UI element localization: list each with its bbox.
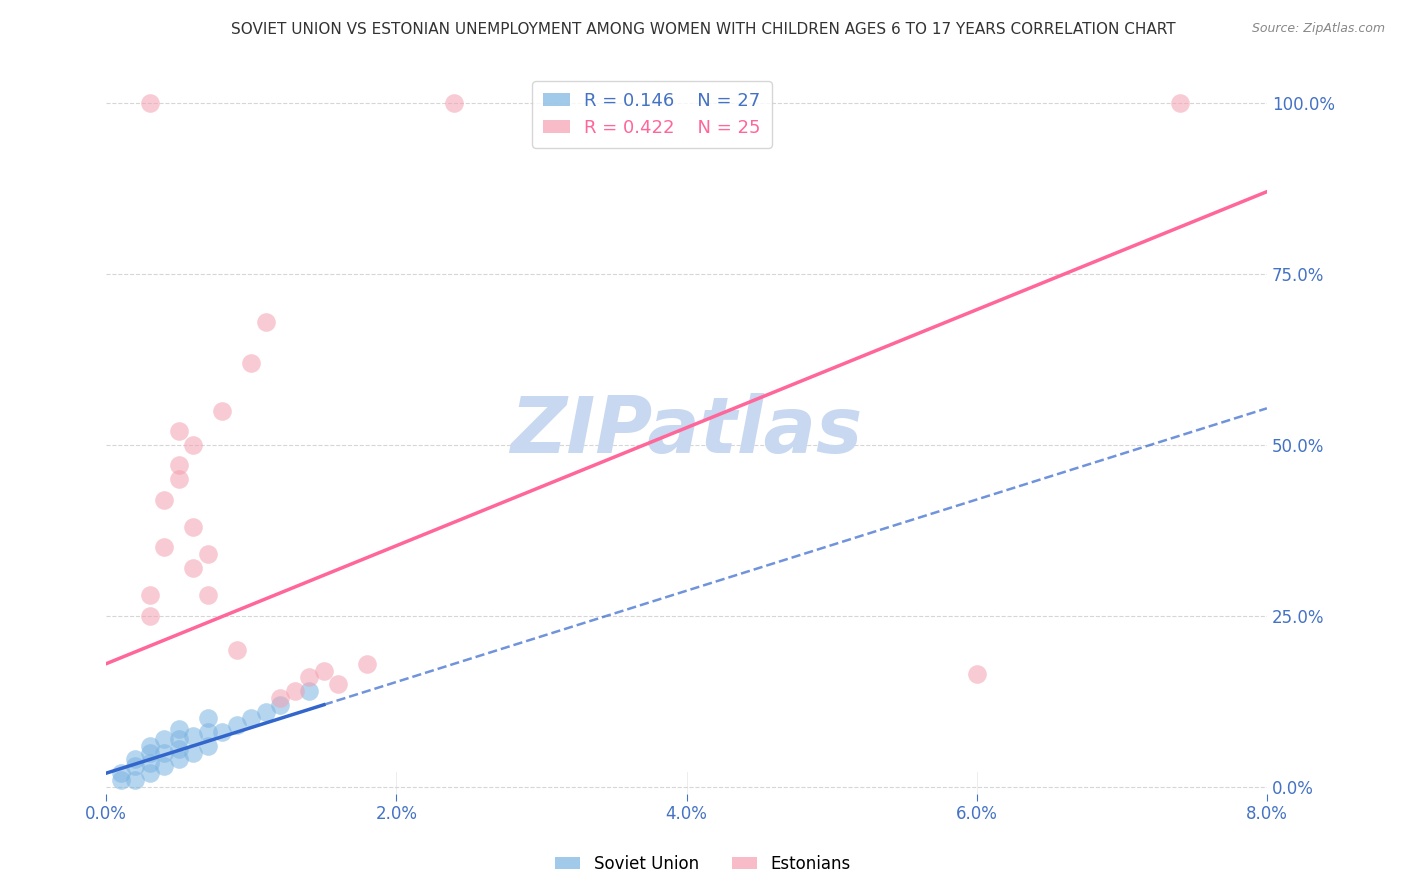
Point bbox=[167, 458, 190, 473]
Point bbox=[356, 657, 378, 671]
Point bbox=[153, 541, 176, 555]
Point bbox=[443, 95, 465, 110]
Point bbox=[167, 722, 190, 736]
Point bbox=[240, 711, 263, 725]
Point bbox=[312, 664, 335, 678]
Point bbox=[153, 759, 176, 773]
Point bbox=[240, 356, 263, 370]
Point bbox=[298, 684, 321, 698]
Point bbox=[269, 690, 291, 705]
Point bbox=[181, 746, 204, 760]
Text: SOVIET UNION VS ESTONIAN UNEMPLOYMENT AMONG WOMEN WITH CHILDREN AGES 6 TO 17 YEA: SOVIET UNION VS ESTONIAN UNEMPLOYMENT AM… bbox=[231, 22, 1175, 37]
Point bbox=[181, 520, 204, 534]
Point bbox=[197, 588, 219, 602]
Point bbox=[181, 561, 204, 575]
Point bbox=[211, 403, 233, 417]
Point bbox=[181, 729, 204, 743]
Point bbox=[139, 766, 162, 780]
Point bbox=[197, 547, 219, 561]
Legend: Soviet Union, Estonians: Soviet Union, Estonians bbox=[548, 848, 858, 880]
Point bbox=[139, 95, 162, 110]
Point bbox=[197, 739, 219, 753]
Point bbox=[139, 756, 162, 770]
Point bbox=[139, 588, 162, 602]
Point bbox=[284, 684, 307, 698]
Point bbox=[167, 731, 190, 746]
Point bbox=[167, 472, 190, 486]
Point bbox=[124, 759, 146, 773]
Point bbox=[254, 315, 277, 329]
Point bbox=[139, 746, 162, 760]
Point bbox=[153, 492, 176, 507]
Point bbox=[139, 608, 162, 623]
Point bbox=[328, 677, 350, 691]
Text: Source: ZipAtlas.com: Source: ZipAtlas.com bbox=[1251, 22, 1385, 36]
Point bbox=[167, 742, 190, 756]
Point bbox=[153, 731, 176, 746]
Point bbox=[269, 698, 291, 712]
Text: ZIPatlas: ZIPatlas bbox=[510, 393, 863, 469]
Point bbox=[211, 725, 233, 739]
Point bbox=[197, 711, 219, 725]
Point bbox=[254, 705, 277, 719]
Point bbox=[110, 772, 132, 787]
Point bbox=[124, 772, 146, 787]
Point bbox=[225, 643, 247, 657]
Point bbox=[153, 746, 176, 760]
Point bbox=[1168, 95, 1191, 110]
Point bbox=[167, 752, 190, 766]
Point bbox=[124, 752, 146, 766]
Point bbox=[225, 718, 247, 732]
Point bbox=[110, 766, 132, 780]
Point bbox=[167, 424, 190, 438]
Legend: R = 0.146    N = 27, R = 0.422    N = 25: R = 0.146 N = 27, R = 0.422 N = 25 bbox=[531, 81, 772, 148]
Point bbox=[181, 438, 204, 452]
Point bbox=[966, 667, 988, 681]
Point bbox=[197, 725, 219, 739]
Point bbox=[139, 739, 162, 753]
Point bbox=[298, 670, 321, 684]
